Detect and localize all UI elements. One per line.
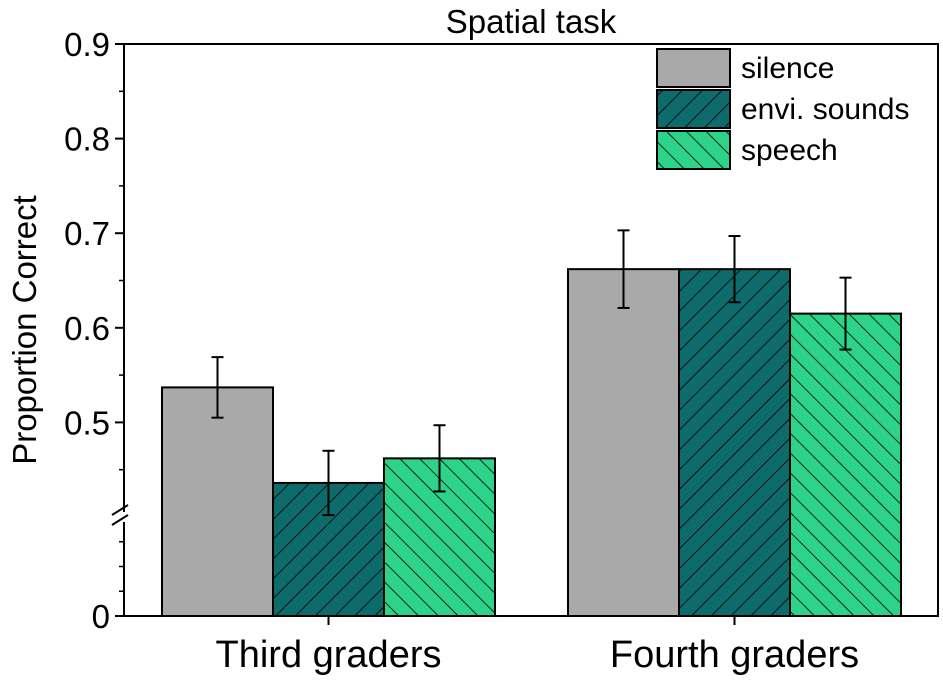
y-tick-label: 0.7	[64, 215, 110, 252]
error-bars-layer	[211, 229, 852, 517]
x-tick-label: Third graders	[216, 634, 442, 676]
plot-frame	[123, 43, 939, 617]
y-tick-label: 0.6	[64, 310, 110, 347]
legend: silence envi. sounds speech	[656, 48, 909, 170]
x-tick-label: Fourth graders	[610, 634, 859, 676]
legend-label-0: silence	[741, 52, 834, 85]
legend-swatch-0	[656, 48, 731, 88]
bars-layer	[161, 268, 902, 618]
y-tick-label: 0.9	[64, 26, 110, 63]
legend-swatch-2	[656, 130, 731, 170]
axis-break-mark	[111, 514, 129, 526]
x-axis: Third graders Fourth graders	[216, 616, 859, 676]
y-axis: 0 0.5 0.6 0.7 0.8 0.9	[64, 26, 129, 635]
axis-break-gap	[112, 512, 128, 522]
y-axis-label: Proportion Correct	[6, 195, 43, 465]
legend-label-2: speech	[741, 134, 838, 167]
y-tick-label: 0.5	[64, 404, 110, 441]
bar-1-0	[567, 268, 680, 617]
y-tick-label: 0	[92, 598, 110, 635]
bar-1-2	[789, 312, 902, 617]
axis-break-mark	[111, 504, 129, 516]
bar-0-0	[161, 386, 274, 618]
legend-label-1: envi. sounds	[741, 93, 909, 126]
bar-1-1	[678, 268, 791, 617]
legend-swatch-1	[656, 89, 731, 129]
chart-title: Spatial task	[446, 3, 617, 40]
y-tick-label: 0.8	[64, 121, 110, 158]
